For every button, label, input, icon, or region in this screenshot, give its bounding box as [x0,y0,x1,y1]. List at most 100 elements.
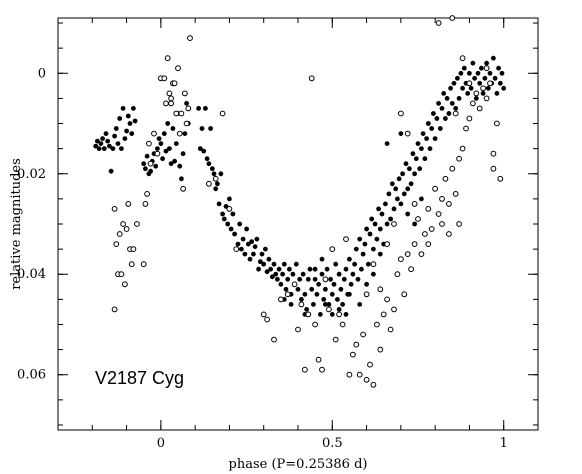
filled-data-point [276,266,282,272]
filled-data-point [297,276,303,282]
filled-data-point [252,244,258,249]
open-data-point [260,311,267,318]
open-data-point [356,371,363,378]
filled-data-point [199,126,205,131]
open-data-point [422,231,428,237]
filled-data-point [238,246,244,252]
filled-data-point [346,256,352,262]
filled-data-point [177,163,183,169]
filled-data-point [458,70,464,76]
filled-data-point [107,143,112,149]
y-tick-label: 0.04 [17,267,46,282]
filled-data-point [358,266,364,272]
filled-data-point [235,241,241,247]
open-data-point [176,130,183,137]
filled-data-point [329,291,335,297]
filled-data-point [178,176,184,182]
open-data-point [494,120,500,127]
open-data-point [377,346,384,353]
filled-data-point [197,146,203,151]
filled-data-point [413,156,419,162]
open-data-point [466,115,473,122]
open-data-point [360,331,367,338]
filled-data-point [256,266,261,272]
filled-data-point [384,141,390,146]
filled-data-point [288,301,294,307]
filled-data-point [132,118,138,124]
open-data-point [180,185,187,192]
open-data-point [130,246,137,253]
filled-data-point [370,246,376,252]
filled-data-point [405,186,411,192]
filled-data-point [357,236,363,242]
filled-data-point [384,221,390,227]
filled-data-point [389,181,395,187]
filled-data-point [451,80,457,86]
filled-data-point [170,126,176,131]
filled-data-point [364,281,369,287]
open-data-point [490,165,497,172]
filled-data-point [355,276,361,282]
filled-data-point [232,231,237,237]
filled-data-point [427,146,433,151]
filled-data-point [472,75,477,81]
open-data-point [363,376,370,383]
open-data-point [305,311,312,318]
open-data-point [308,75,315,82]
filled-data-point [148,168,153,174]
filled-data-point [336,271,342,277]
open-data-point [411,201,418,207]
filled-data-point [341,276,347,282]
open-data-point [339,321,346,328]
filled-data-point [208,126,213,131]
filled-data-point [204,156,210,162]
open-data-point [480,85,487,92]
filled-data-point [333,261,339,267]
open-data-point [425,241,432,248]
y-tick-label: 0.02 [17,167,46,182]
filled-data-point [161,131,167,136]
filled-data-point [417,166,423,172]
filled-data-point [321,296,327,302]
filled-data-point [96,146,102,151]
filled-data-point [100,136,105,141]
filled-data-point [309,286,315,292]
filled-data-point [245,241,251,247]
x-tick-label: 0.5 [322,436,343,451]
axis-tick-labels: 0 0.5 1 0 0.02 0.04 0.06 [17,66,508,451]
open-data-point [391,221,397,227]
filled-data-point [442,116,448,121]
open-data-point [398,256,404,263]
open-data-point [111,206,118,212]
axis-ticks [57,18,539,430]
filled-data-point [415,141,421,146]
filled-data-point [377,226,383,232]
filled-data-point [379,211,385,217]
filled-data-point [328,276,333,282]
filled-data-point [494,91,500,96]
filled-data-point [125,113,131,119]
filled-data-point [202,106,208,111]
filled-data-point [429,126,435,131]
open-data-point [374,321,380,328]
open-data-point [322,276,329,283]
filled-data-point [268,266,273,272]
open-data-point [146,140,152,147]
filled-data-point [130,106,136,111]
open-data-point [459,145,466,152]
filled-data-point [365,261,371,267]
filled-data-point [398,131,404,136]
open-data-point [442,175,449,182]
open-data-point [483,95,490,102]
open-data-point [370,261,377,268]
filled-data-point [319,256,325,262]
y-tick-label: 0 [38,66,46,81]
filled-data-point [160,156,165,162]
filled-data-point [280,271,285,277]
open-data-point [302,366,308,373]
filled-data-point [338,286,344,292]
filled-data-point [418,196,424,202]
filled-data-point [153,163,159,169]
filled-data-point [300,271,306,277]
filled-data-point [285,276,291,282]
